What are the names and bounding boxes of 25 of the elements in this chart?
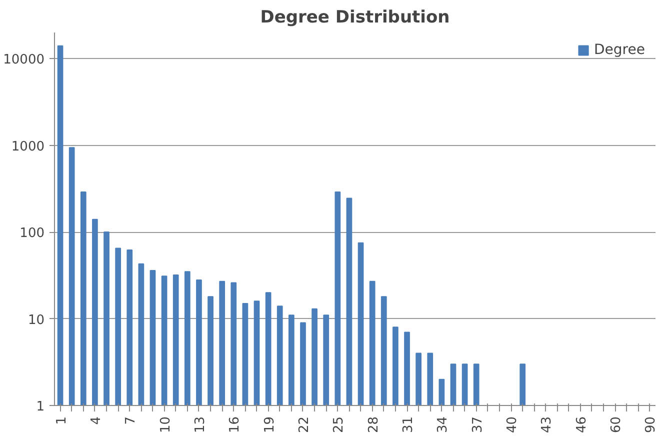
x-tick-label: 1 [54,416,70,425]
x-tick-label: 34 [436,416,451,434]
x-tick-label: 7 [124,416,139,425]
x-tick-label: 16 [228,416,243,434]
x-tick-label: 43 [540,416,555,434]
x-tick-label: 28 [366,416,382,434]
x-tick-label: 19 [262,416,278,434]
x-tick-label: 4 [88,416,104,425]
x-tick-label: 13 [192,416,208,434]
x-tick-label: 46 [574,416,590,434]
x-tick-label: 60 [609,416,624,434]
x-tick-label: 25 [332,416,347,434]
x-tick-label: 22 [296,416,312,434]
x-tick-label: 31 [401,416,416,434]
chart-title: Degree Distribution [260,8,450,28]
x-tick-label: 90 [644,416,659,434]
y-tick-label: 10000 [3,52,45,68]
x-tick-label: 10 [158,416,174,434]
legend-label: Degree [594,42,645,58]
y-tick-label: 1 [36,400,45,414]
x-tick-label: 37 [470,416,486,434]
y-tick-label: 10 [28,312,45,328]
y-tick-label: 100 [20,226,45,242]
y-tick-label: 1000 [11,139,45,154]
x-tick-label: 40 [505,416,520,434]
